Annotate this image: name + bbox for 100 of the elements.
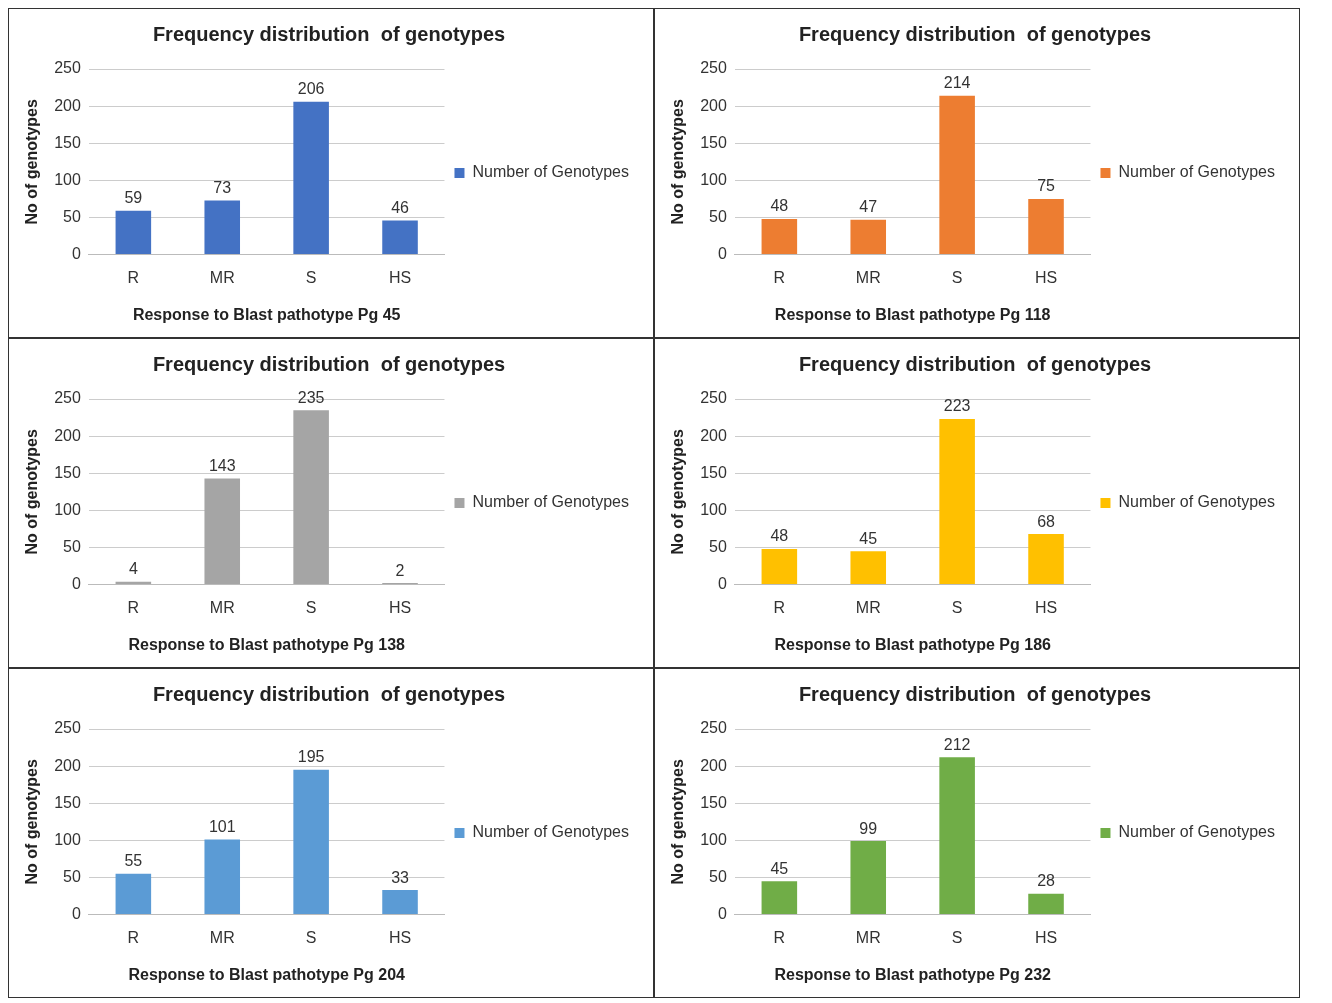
bar	[204, 200, 241, 255]
y-tick-label: 0	[71, 905, 81, 923]
data-label: 235	[297, 388, 325, 406]
legend-label: Number of Genotypes	[1118, 163, 1276, 181]
bar	[115, 873, 152, 915]
x-tick-label: HS	[1034, 598, 1058, 616]
bar	[293, 101, 329, 255]
y-tick-label: 0	[717, 575, 727, 593]
x-tick-label: HS	[388, 598, 412, 616]
x-axis-title: Response to Blast pathotype Pg 204	[128, 965, 406, 983]
y-axis-title: No of genotypes	[23, 759, 41, 885]
legend-label: Number of Genotypes	[1118, 823, 1276, 841]
data-label: 2	[395, 561, 405, 579]
x-tick-label: MR	[855, 268, 881, 286]
y-tick-label: 50	[63, 537, 81, 555]
data-label: 45	[770, 859, 789, 877]
bar	[115, 210, 152, 255]
data-label: 223	[943, 397, 971, 415]
legend-label: Number of Genotypes	[472, 163, 630, 181]
y-tick-label: 100	[54, 830, 81, 848]
x-axis-title: Response to Blast pathotype Pg 138	[128, 635, 406, 653]
data-label: 45	[859, 529, 878, 547]
y-tick-label: 150	[700, 793, 727, 811]
bar	[204, 478, 241, 585]
x-tick-label: MR	[209, 268, 235, 286]
data-label: 143	[208, 456, 236, 474]
y-tick-label: 200	[700, 426, 727, 444]
y-tick-label: 150	[54, 793, 81, 811]
data-label: 59	[124, 189, 143, 207]
chart-title: Frequency distribution of genotypes	[152, 22, 506, 45]
x-tick-label: R	[773, 928, 786, 946]
y-tick-label: 0	[717, 245, 727, 263]
y-tick-label: 50	[709, 537, 727, 555]
y-tick-label: 250	[54, 389, 81, 407]
y-tick-label: 150	[700, 133, 727, 151]
x-axis-title: Response to Blast pathotype Pg 118	[774, 305, 1051, 323]
chart-title: Frequency distribution of genotypes	[152, 682, 506, 705]
bar	[204, 839, 241, 915]
bar	[1028, 534, 1064, 585]
legend-label: Number of Genotypes	[472, 823, 630, 841]
bar	[1028, 893, 1064, 915]
data-label: 195	[297, 748, 325, 766]
bar	[382, 220, 418, 255]
bar	[939, 95, 975, 255]
x-tick-label: S	[305, 598, 317, 616]
y-axis-title: No of genotypes	[23, 99, 41, 225]
bar	[850, 551, 887, 585]
bar	[939, 757, 975, 915]
x-tick-label: HS	[1034, 928, 1058, 946]
y-tick-label: 100	[54, 170, 81, 188]
bar	[761, 218, 798, 255]
data-label: 212	[943, 735, 971, 753]
y-tick-label: 0	[71, 245, 81, 263]
bar	[850, 219, 887, 255]
x-axis-title: Response to Blast pathotype Pg 232	[774, 965, 1052, 983]
y-tick-label: 0	[71, 575, 81, 593]
y-tick-label: 250	[700, 719, 727, 737]
y-tick-label: 0	[717, 905, 727, 923]
y-tick-label: 200	[700, 96, 727, 114]
x-tick-label: HS	[1034, 268, 1058, 286]
y-axis-title: No of genotypes	[23, 429, 41, 555]
data-label: 214	[943, 74, 971, 92]
y-tick-label: 200	[54, 96, 81, 114]
bar	[293, 410, 329, 585]
chart-title: Frequency distribution of genotypes	[152, 352, 506, 375]
x-tick-label: S	[951, 928, 963, 946]
y-axis-title: No of genotypes	[669, 429, 687, 555]
bar	[850, 841, 887, 915]
y-tick-label: 100	[54, 500, 81, 518]
bar	[1028, 198, 1064, 255]
legend-label: Number of Genotypes	[472, 493, 630, 511]
x-tick-label: S	[305, 268, 317, 286]
y-tick-label: 50	[63, 867, 81, 885]
y-tick-label: 150	[54, 463, 81, 481]
x-tick-label: R	[773, 598, 786, 616]
y-tick-label: 50	[709, 207, 727, 225]
x-tick-label: S	[951, 598, 963, 616]
y-tick-label: 200	[54, 756, 81, 774]
data-label: 68	[1037, 512, 1056, 530]
y-tick-label: 250	[700, 59, 727, 77]
data-label: 4	[128, 560, 138, 578]
y-tick-label: 200	[54, 426, 81, 444]
x-tick-label: S	[951, 268, 963, 286]
y-tick-label: 250	[700, 389, 727, 407]
bar	[293, 769, 329, 915]
y-tick-label: 250	[54, 719, 81, 737]
data-label: 48	[770, 197, 789, 215]
y-tick-label: 100	[700, 830, 727, 848]
data-label: 48	[770, 527, 789, 545]
x-tick-label: R	[773, 268, 786, 286]
x-tick-label: MR	[855, 598, 881, 616]
x-tick-label: R	[127, 928, 140, 946]
data-label: 206	[297, 80, 325, 98]
data-label: 33	[391, 868, 410, 886]
data-label: 99	[859, 819, 878, 837]
chart-title: Frequency distribution of genotypes	[798, 352, 1152, 375]
data-label: 73	[213, 178, 232, 196]
data-label: 75	[1037, 177, 1056, 195]
y-tick-label: 50	[709, 867, 727, 885]
bar	[382, 890, 418, 915]
